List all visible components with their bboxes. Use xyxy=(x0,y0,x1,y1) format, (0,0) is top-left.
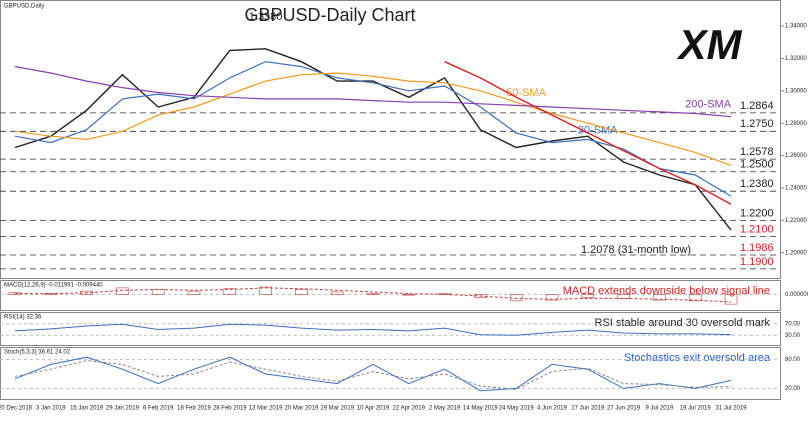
x-tick-label: 19 Jul 2019 xyxy=(680,406,712,412)
level-label: 1.2380 xyxy=(740,178,774,190)
macd-bar xyxy=(402,294,416,296)
rsi-line xyxy=(14,323,732,336)
x-tick-label: 20 Dec 2018 xyxy=(0,406,33,412)
x-tick-label: 22 Apr 2019 xyxy=(393,406,426,412)
series-line xyxy=(14,61,732,197)
macd-bar xyxy=(688,294,702,302)
series-label: 200-SMA xyxy=(685,98,732,110)
y-tick-label: 1.32000 xyxy=(785,56,807,62)
level-label: 1.2500 xyxy=(740,159,774,171)
panel-note: Stochastics exit oversold area xyxy=(624,352,771,364)
y-tick-label: 1.22000 xyxy=(785,218,807,224)
macd-bar xyxy=(545,294,559,301)
macd-bar xyxy=(151,289,165,295)
y-tick-label: 30.00 xyxy=(785,333,801,339)
x-tick-label: 24 May 2019 xyxy=(499,406,534,412)
stoch-d xyxy=(14,360,732,390)
y-tick-label: 20.00 xyxy=(785,386,801,392)
signal-line xyxy=(15,287,732,303)
panel-note: RSI stable around 30 oversold mark xyxy=(595,317,771,329)
macd-bar xyxy=(438,293,451,295)
y-tick-label: 80.00 xyxy=(785,357,801,363)
y-tick-label: 1.30000 xyxy=(785,88,807,94)
stoch-k xyxy=(14,356,732,392)
x-tick-label: 4 Jun 2019 xyxy=(537,406,567,412)
x-tick-label: 31 Jul 2019 xyxy=(715,406,747,412)
x-tick-label: 9 Jul 2019 xyxy=(646,406,674,412)
series-line xyxy=(14,66,732,118)
series-line xyxy=(14,48,732,231)
level-label: 1.2864 xyxy=(740,100,774,112)
x-tick-label: 28 Feb 2019 xyxy=(213,406,247,412)
x-tick-label: 29 Mar 2019 xyxy=(320,406,354,412)
macd-bar xyxy=(223,288,237,295)
macd-bar xyxy=(295,289,308,295)
level-label: 1.2200 xyxy=(740,207,774,219)
x-tick-label: 10 Apr 2019 xyxy=(357,406,390,412)
y-tick-label: 1.34000 xyxy=(785,24,807,30)
x-tick-label: 18 Feb 2019 xyxy=(177,406,211,412)
y-tick-label: 1.24000 xyxy=(785,186,807,192)
main-frame xyxy=(0,0,781,279)
x-tick-label: 14 May 2019 xyxy=(463,406,498,412)
macd-bar xyxy=(330,291,344,295)
x-tick-label: 17 Jun 2019 xyxy=(571,406,605,412)
y-tick-label: 0.000000 xyxy=(785,292,808,298)
level-label: 1.2100 xyxy=(740,223,774,235)
annotation: 1.3380 xyxy=(249,11,283,23)
macd-bar xyxy=(366,293,380,295)
y-tick-label: 1.28000 xyxy=(785,121,807,127)
x-tick-label: 15 Jan 2019 xyxy=(70,406,104,412)
x-tick-label: 27 Jun 2019 xyxy=(607,406,641,412)
macd-bar xyxy=(581,294,595,298)
macd-bar xyxy=(116,287,129,295)
rsi-frame xyxy=(0,312,781,346)
y-tick-label: 1.20000 xyxy=(785,250,807,256)
level-label: 1.2750 xyxy=(740,118,774,130)
macd-frame xyxy=(0,280,781,311)
macd-bar xyxy=(653,294,666,301)
macd-bar xyxy=(259,286,272,295)
panel-label: MACD(12,26,9) -0.011991 -0.009440 xyxy=(4,283,103,289)
x-tick-label: 29 Jan 2019 xyxy=(106,406,140,412)
logo: XM xyxy=(677,21,743,68)
macd-bar xyxy=(724,294,738,305)
trendline xyxy=(444,61,732,205)
y-tick-label: 70.00 xyxy=(785,321,801,327)
x-tick-label: 6 Feb 2019 xyxy=(143,406,174,412)
level-label: 1.1900 xyxy=(740,256,774,268)
level-label: 1.2578 xyxy=(740,146,774,158)
y-tick-label: 1.26000 xyxy=(785,153,807,159)
x-tick-label: 13 Mar 2019 xyxy=(249,406,283,412)
x-tick-label: 3 Jan 2019 xyxy=(36,406,66,412)
level-label: 1.1986 xyxy=(740,242,774,254)
annotation: 1.2078 (31-month low) xyxy=(581,244,691,256)
symbol: GBPUSD,Daily xyxy=(4,4,44,10)
macd-bar xyxy=(187,290,201,295)
macd-bar xyxy=(617,294,630,299)
x-tick-label: 20 Mar 2019 xyxy=(285,406,319,412)
series-line xyxy=(14,72,732,166)
x-tick-label: 2 May 2019 xyxy=(429,406,461,412)
panel-label: Stoch(5,3,3) 36.61 24.02 xyxy=(4,350,71,356)
chart-title: GBPUSD-Daily Chart xyxy=(244,5,415,25)
series-label: 50-SMA xyxy=(506,87,546,99)
stoch-frame xyxy=(0,347,781,400)
panel-label: RSI(14) 32.36 xyxy=(4,315,42,321)
